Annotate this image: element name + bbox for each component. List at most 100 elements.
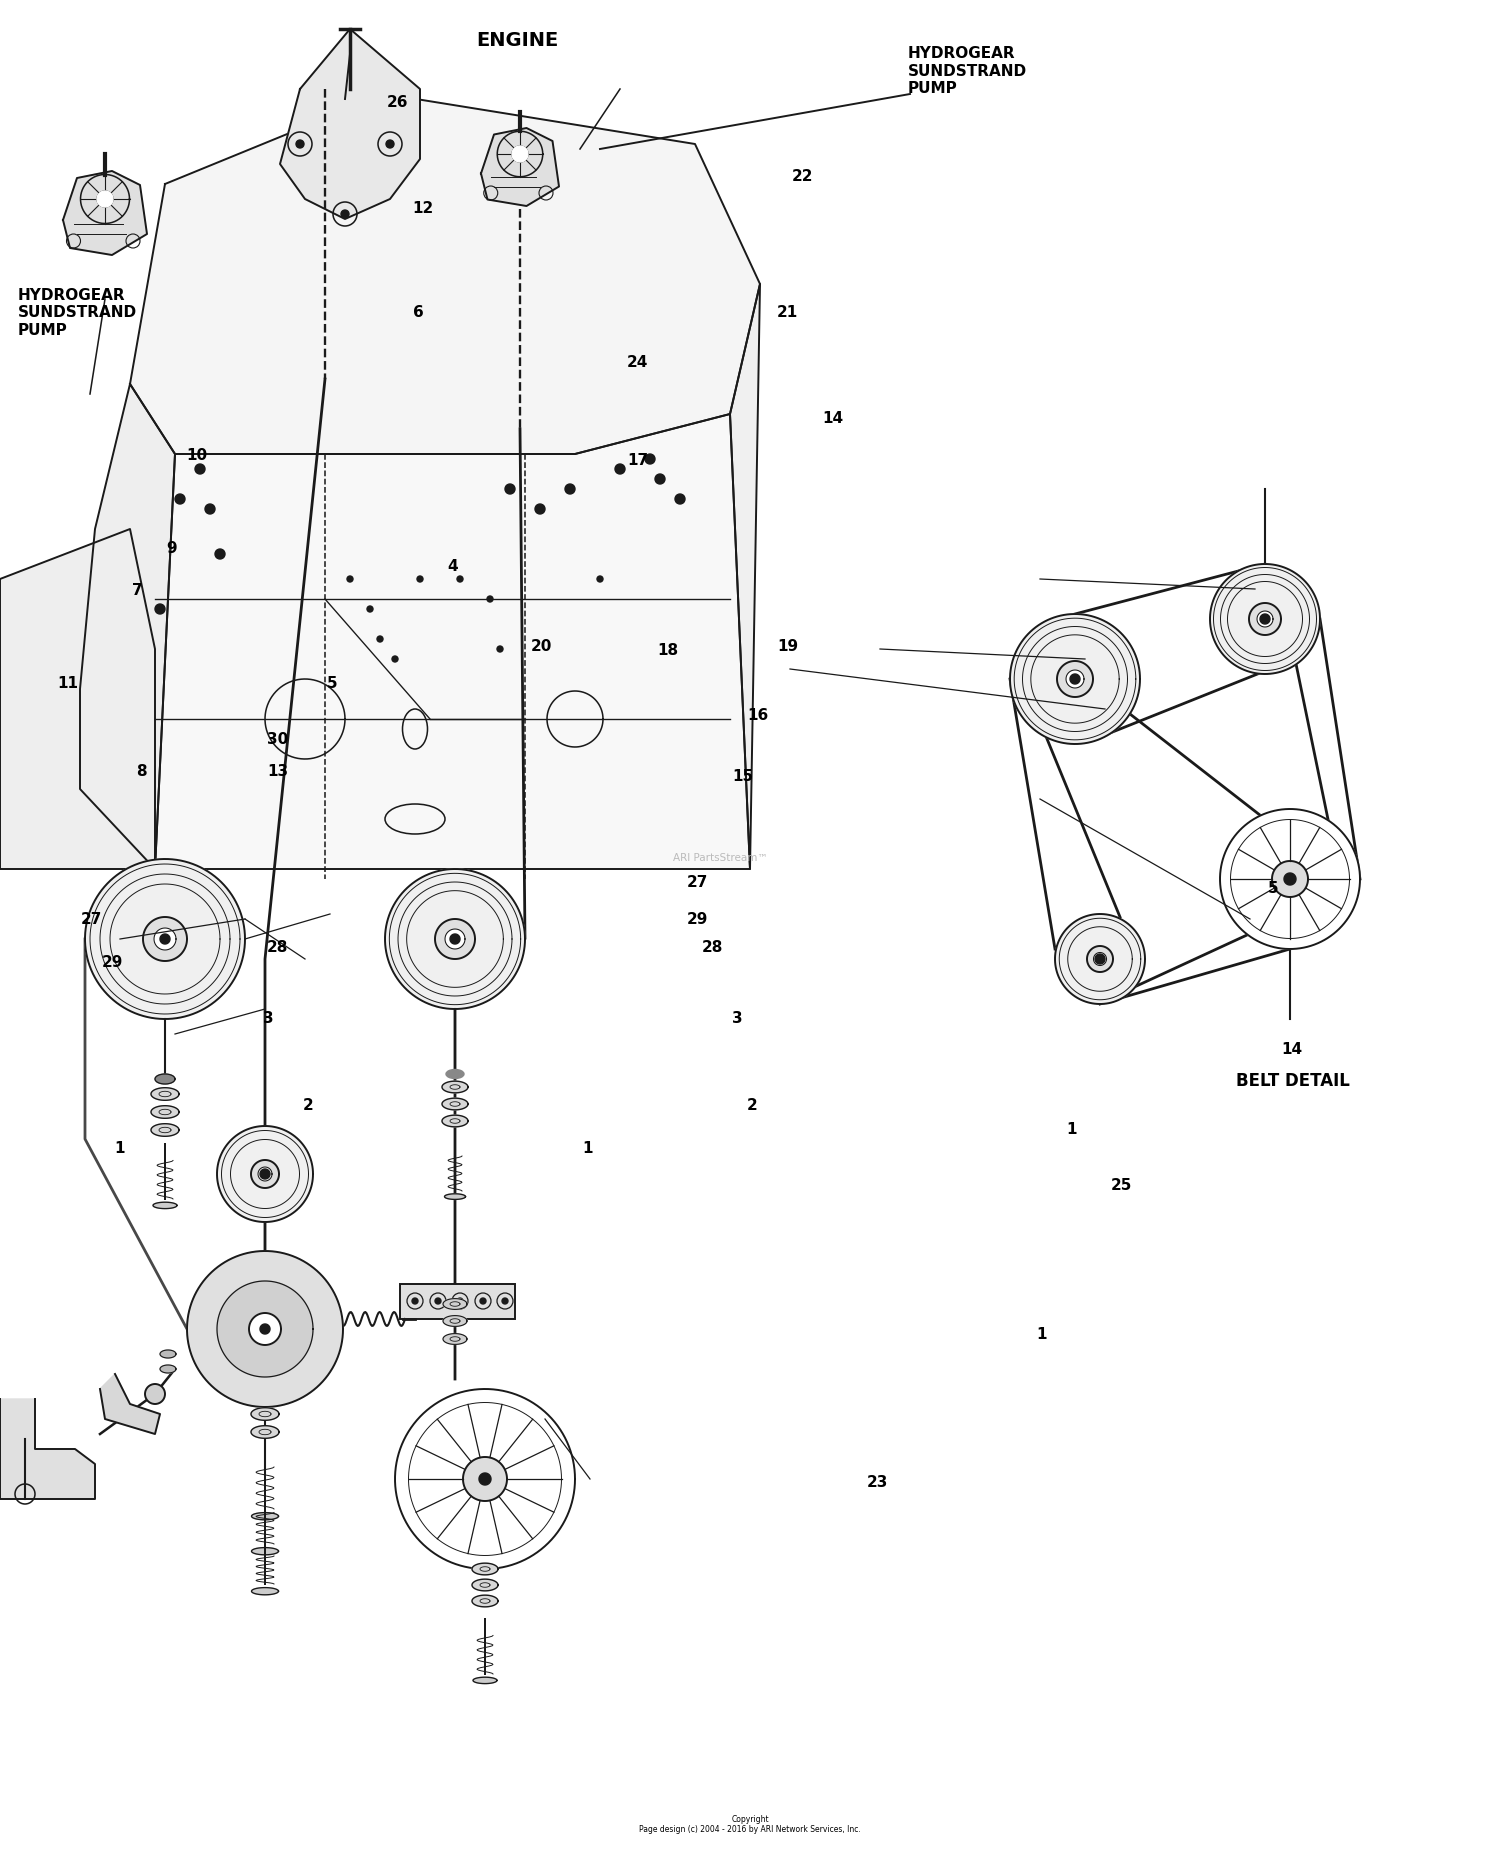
Circle shape: [392, 657, 398, 663]
Polygon shape: [478, 1473, 490, 1486]
Polygon shape: [142, 917, 188, 962]
Text: 16: 16: [747, 708, 768, 722]
Text: 22: 22: [792, 169, 813, 184]
Text: 5: 5: [1268, 880, 1278, 895]
Circle shape: [214, 550, 225, 559]
Text: 26: 26: [387, 95, 408, 110]
Polygon shape: [512, 147, 528, 163]
Polygon shape: [152, 1123, 178, 1136]
Polygon shape: [1010, 615, 1140, 745]
Polygon shape: [152, 1088, 178, 1101]
Text: 23: 23: [867, 1474, 888, 1489]
Text: BELT DETAIL: BELT DETAIL: [1236, 1071, 1350, 1090]
Polygon shape: [450, 934, 460, 945]
Polygon shape: [100, 1374, 160, 1434]
Text: 27: 27: [81, 912, 102, 927]
Polygon shape: [260, 1324, 270, 1335]
Polygon shape: [458, 1298, 464, 1304]
Polygon shape: [251, 1408, 279, 1421]
Circle shape: [496, 646, 502, 652]
Polygon shape: [152, 1107, 178, 1118]
Text: 11: 11: [57, 676, 78, 691]
Circle shape: [340, 212, 350, 219]
Text: 13: 13: [267, 763, 288, 778]
Text: 15: 15: [732, 769, 753, 784]
Circle shape: [376, 637, 382, 643]
Text: 28: 28: [267, 940, 288, 954]
Text: 2: 2: [747, 1097, 758, 1112]
Polygon shape: [0, 1398, 94, 1499]
Circle shape: [656, 475, 664, 485]
Ellipse shape: [160, 1365, 176, 1374]
Text: 18: 18: [657, 643, 678, 657]
Text: HYDROGEAR
SUNDSTRAND
PUMP: HYDROGEAR SUNDSTRAND PUMP: [18, 288, 136, 338]
Text: 9: 9: [166, 540, 177, 555]
Polygon shape: [251, 1426, 279, 1439]
Circle shape: [346, 578, 352, 583]
Polygon shape: [258, 1168, 272, 1181]
Circle shape: [176, 494, 184, 505]
Text: 6: 6: [413, 305, 423, 319]
Polygon shape: [472, 1677, 496, 1684]
Circle shape: [417, 578, 423, 583]
Polygon shape: [442, 1298, 466, 1309]
Circle shape: [645, 455, 656, 464]
Text: 1: 1: [582, 1140, 592, 1155]
Text: 8: 8: [136, 763, 147, 778]
Text: 7: 7: [132, 583, 142, 598]
Text: 14: 14: [1281, 1042, 1302, 1057]
Text: 29: 29: [687, 912, 708, 927]
Circle shape: [536, 505, 544, 514]
Polygon shape: [1094, 953, 1107, 966]
Circle shape: [386, 141, 394, 149]
Polygon shape: [260, 1170, 270, 1179]
Polygon shape: [1250, 604, 1281, 635]
Polygon shape: [217, 1127, 314, 1222]
Circle shape: [675, 494, 686, 505]
Polygon shape: [442, 1317, 466, 1326]
Polygon shape: [252, 1513, 279, 1521]
Polygon shape: [1066, 670, 1084, 689]
Text: 28: 28: [702, 940, 723, 954]
Polygon shape: [1257, 611, 1274, 628]
Circle shape: [368, 607, 374, 613]
Polygon shape: [386, 869, 525, 1010]
Polygon shape: [249, 1313, 280, 1344]
Polygon shape: [1284, 873, 1296, 886]
Polygon shape: [482, 128, 560, 206]
Text: 2: 2: [303, 1097, 313, 1112]
Polygon shape: [730, 284, 760, 869]
Bar: [400, 1285, 514, 1318]
Polygon shape: [1054, 914, 1144, 1005]
Polygon shape: [442, 1081, 468, 1094]
Polygon shape: [1088, 947, 1113, 973]
Ellipse shape: [160, 1350, 176, 1357]
Polygon shape: [1260, 615, 1270, 624]
Polygon shape: [1272, 862, 1308, 897]
Text: 20: 20: [531, 639, 552, 654]
Polygon shape: [446, 930, 465, 949]
Polygon shape: [413, 1298, 419, 1304]
Polygon shape: [442, 1116, 468, 1127]
Circle shape: [488, 596, 494, 604]
Text: 27: 27: [687, 875, 708, 890]
Text: 24: 24: [627, 355, 648, 370]
Text: 21: 21: [777, 305, 798, 319]
Polygon shape: [472, 1578, 498, 1591]
Polygon shape: [1070, 674, 1080, 685]
Text: 30: 30: [267, 732, 288, 747]
Text: Copyright
Page design (c) 2004 - 2016 by ARI Network Services, Inc.: Copyright Page design (c) 2004 - 2016 by…: [639, 1814, 861, 1833]
Polygon shape: [217, 1281, 314, 1378]
Polygon shape: [154, 928, 176, 951]
Text: 12: 12: [413, 201, 434, 215]
Circle shape: [195, 464, 206, 475]
Polygon shape: [1220, 810, 1360, 949]
Polygon shape: [188, 1252, 344, 1408]
Polygon shape: [1058, 661, 1094, 698]
Text: HYDROGEAR
SUNDSTRAND
PUMP: HYDROGEAR SUNDSTRAND PUMP: [908, 46, 1026, 97]
Text: 19: 19: [777, 639, 798, 654]
Circle shape: [597, 578, 603, 583]
Circle shape: [154, 605, 165, 615]
Polygon shape: [252, 1588, 279, 1595]
Polygon shape: [153, 1203, 177, 1209]
